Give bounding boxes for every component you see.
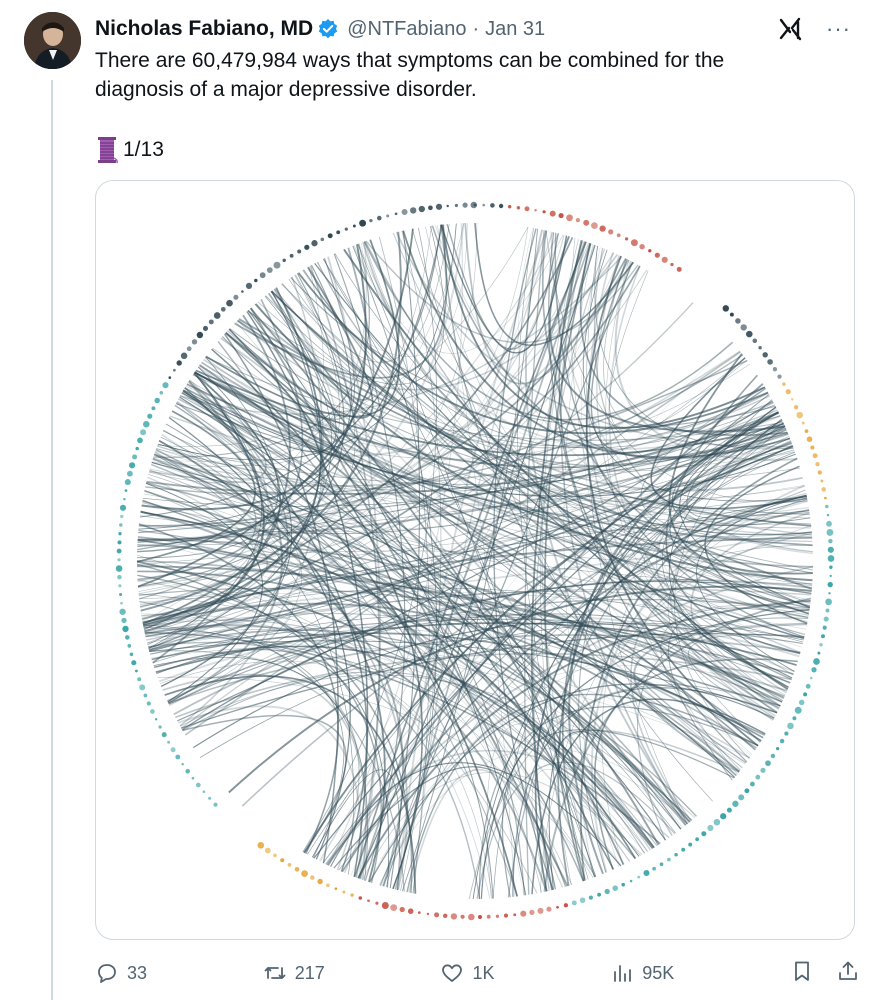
author-handle[interactable]: @NTFabiano — [347, 17, 467, 40]
thread-position: 1/13 — [123, 138, 164, 161]
share-button[interactable] — [836, 959, 860, 988]
like-count: 1K — [472, 962, 495, 983]
author-name[interactable]: Nicholas Fabiano, MD — [95, 17, 314, 40]
repost-count: 217 — [294, 962, 325, 983]
avatar[interactable] — [24, 12, 81, 69]
more-icon[interactable]: ··· — [826, 16, 851, 41]
heart-icon — [442, 964, 463, 982]
tweet-date[interactable]: Jan 31 — [485, 17, 546, 40]
tweet-header: Nicholas Fabiano, MD @NTFabiano · Jan 31… — [95, 14, 851, 44]
reply-icon — [98, 964, 116, 983]
action-bar: 33 217 1K 95K — [95, 955, 860, 991]
chord-diagram-image — [115, 201, 835, 921]
reply-button[interactable]: 33 — [95, 961, 147, 985]
spool-thread-icon — [98, 137, 118, 164]
share-icon — [839, 961, 857, 980]
repost-button[interactable]: 217 — [263, 961, 325, 985]
bookmark-button[interactable] — [790, 959, 814, 988]
grok-icon[interactable] — [778, 16, 804, 42]
chord-lines — [136, 222, 814, 900]
analytics-icon — [614, 965, 632, 982]
repost-icon — [264, 967, 286, 979]
tweet-media[interactable] — [95, 180, 855, 940]
thread-counter: 1/13 — [95, 136, 164, 164]
date-separator: · — [472, 17, 480, 40]
like-button[interactable]: 1K — [440, 961, 495, 985]
thread-line — [51, 80, 53, 1000]
avatar-image — [24, 12, 81, 69]
verified-badge-icon — [317, 18, 339, 40]
chord-ring — [115, 201, 835, 921]
tweet-text: There are 60,479,984 ways that symptoms … — [95, 49, 725, 101]
reply-count: 33 — [127, 962, 148, 983]
views-button[interactable]: 95K — [610, 961, 674, 985]
bookmark-icon — [795, 961, 809, 981]
view-count: 95K — [642, 962, 675, 983]
